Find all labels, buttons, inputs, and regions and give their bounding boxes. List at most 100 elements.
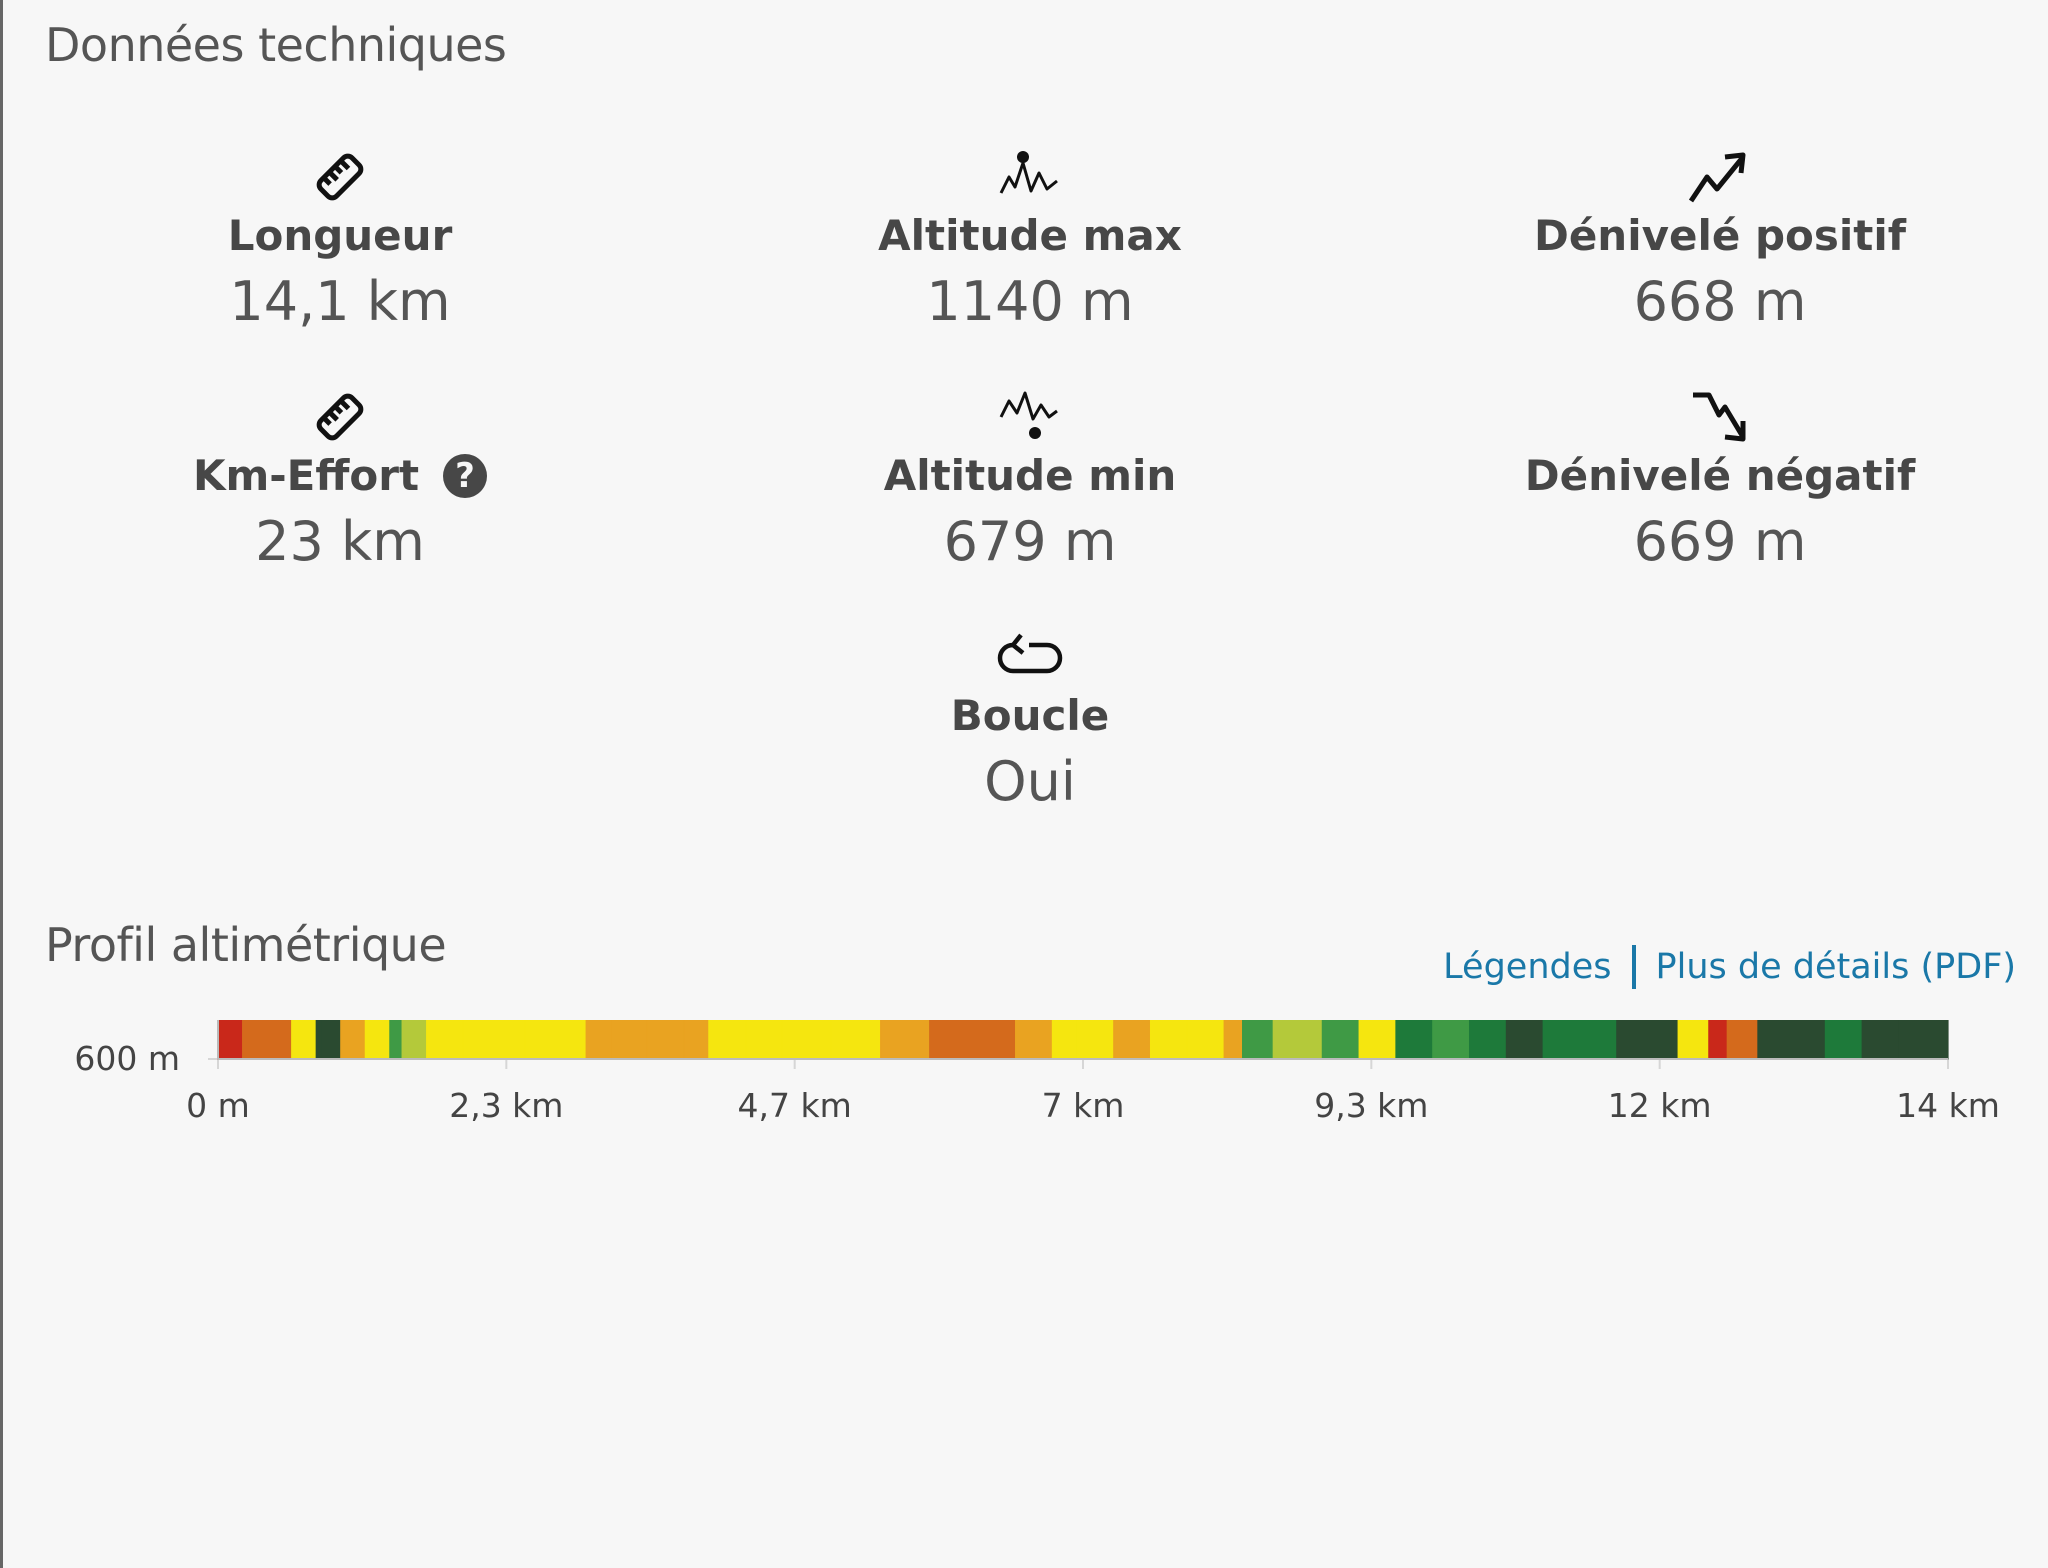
profile-segment [745,1020,783,1060]
chart-area [217,1020,1949,1060]
profile-segment [1015,1020,1053,1060]
profile-segment [1113,1020,1151,1060]
profile-segment [1076,1020,1115,1060]
legend-link[interactable]: Légendes [1443,947,1612,987]
profile-segment [1186,1020,1225,1060]
profile-segment [1757,1020,1777,1060]
pdf-details-link[interactable]: Plus de détails (PDF) [1655,947,2016,987]
profile-segment [321,1020,342,1060]
x-tick-label: 9,3 km [1314,1086,1428,1125]
stat-label: Dénivelé positif [1533,211,1907,260]
stat-value: 14,1 km [229,270,451,333]
x-tick-label: 0 m [186,1086,250,1125]
stat-negative-elevation: Dénivelé négatif 669 m [1440,386,2000,580]
profile-segment [1861,1020,1900,1060]
stat-label: Boucle [950,691,1110,740]
stat-altitude-max: Altitude max 1140 m [750,146,1310,340]
profile-segment [401,1020,428,1060]
descent-icon [1440,386,2000,448]
ascent-icon [1440,146,2000,208]
stat-altitude-min: Altitude min 679 m [750,386,1310,580]
stat-label: Km-Effort [192,451,420,500]
profile-segment [291,1020,317,1060]
profile-segment [217,1020,244,1060]
profile-segment [389,1020,403,1060]
ruler-icon [60,386,620,448]
section-title-technical: Données techniques [45,18,507,72]
profile-segment [242,1020,268,1060]
section-title-profile: Profil altimétrique [45,918,447,972]
y-tick-label: 600 m [74,1039,180,1078]
x-tick-label: 7 km [1042,1086,1125,1125]
stat-label: Dénivelé négatif [1524,451,1916,500]
profile-segment [1898,1020,1931,1060]
profile-segment [585,1020,612,1060]
profile-segment [1223,1020,1244,1060]
profile-segment [426,1020,464,1060]
altitude-max-icon [750,146,1310,208]
link-separator [1631,945,1636,989]
stat-value: 668 m [1633,270,1807,333]
x-tick-label: 4,7 km [738,1086,852,1125]
stat-value: 679 m [943,510,1117,573]
stat-value: 1140 m [926,270,1134,333]
chart-axes: 600 m700 m800 m900 m1000 m1100 m1200 m0 … [74,1020,2000,1125]
profile-segment [1794,1020,1826,1060]
profile-segment [1824,1020,1863,1060]
stat-length: Longueur 14,1 km [60,146,620,340]
profile-segment [1726,1020,1759,1060]
profile-segment [266,1020,293,1060]
elevation-profile-chart: 600 m700 m800 m900 m1000 m1100 m1200 m0 … [74,1020,2000,1125]
profile-segment [1542,1020,1581,1060]
profile-segment [1653,1020,1679,1060]
profile-segment [1677,1020,1710,1060]
profile-segment [1149,1020,1188,1060]
profile-segment [1505,1020,1544,1060]
profile-segment [364,1020,391,1060]
profile-segment [646,1020,685,1060]
stat-label: Longueur [227,211,453,260]
profile-segment [1051,1020,1078,1060]
profile-segment [1579,1020,1618,1060]
stat-value: 23 km [255,510,425,573]
stat-label: Altitude max [878,211,1182,260]
profile-segment [978,1020,1017,1060]
left-border [0,0,3,1568]
profile-segment [1708,1020,1728,1060]
x-tick-label: 14 km [1896,1086,2000,1125]
profile-segment [880,1020,931,1060]
profile-segment [830,1020,882,1060]
stat-value: Oui [984,750,1076,813]
profile-links: Légendes Plus de détails (PDF) [1443,945,2016,989]
profile-segment [1395,1020,1434,1060]
profile-segment [610,1020,648,1060]
stat-value: 669 m [1633,510,1807,573]
altitude-min-icon [750,386,1310,448]
loop-icon [750,626,1310,688]
profile-segment [1929,1020,1949,1060]
profile-segment [524,1020,587,1060]
stat-km-effort: Km-Effort ? 23 km [60,386,620,580]
profile-segment [1358,1020,1397,1060]
profile-segment [708,1020,747,1060]
x-tick-label: 2,3 km [449,1086,563,1125]
stat-loop: Boucle Oui [750,626,1310,820]
profile-segment [1242,1020,1274,1060]
profile-segment [781,1020,832,1060]
help-icon[interactable]: ? [443,454,488,498]
x-tick-label: 12 km [1608,1086,1712,1125]
profile-segment [1321,1020,1360,1060]
profile-segment [1468,1020,1507,1060]
profile-segment [1272,1020,1323,1060]
ruler-icon [60,146,620,208]
profile-segment [1432,1020,1470,1060]
profile-segment [315,1020,323,1060]
profile-segment [462,1020,526,1060]
profile-segment [1616,1020,1655,1060]
profile-segment [340,1020,366,1060]
profile-segment [683,1020,710,1060]
profile-segment [929,1020,980,1060]
profile-segment [1775,1020,1796,1060]
stat-positive-elevation: Dénivelé positif 668 m [1440,146,2000,340]
stat-label: Altitude min [883,451,1177,500]
